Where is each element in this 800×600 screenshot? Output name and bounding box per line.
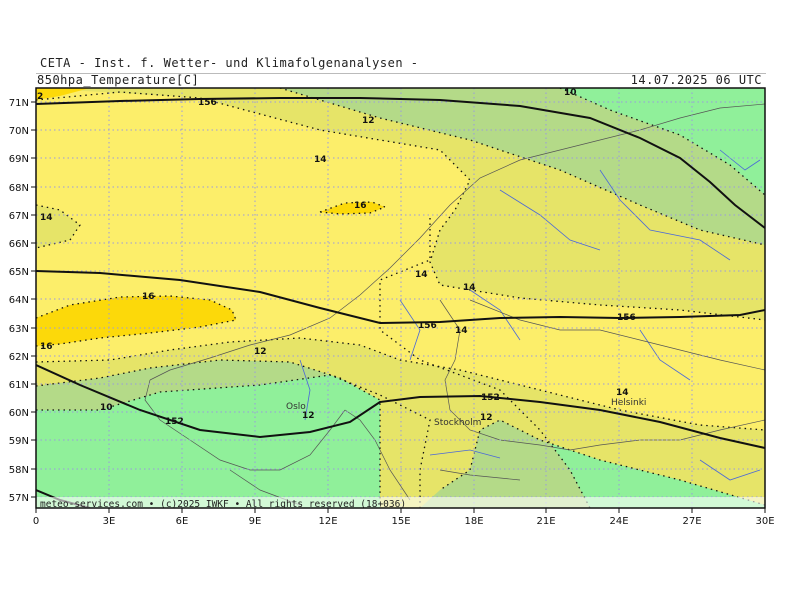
lat-label: 58N	[9, 465, 29, 476]
isotherm-label: 12	[480, 413, 493, 423]
isotherm-label: 14	[415, 270, 428, 280]
lon-label: 27E	[682, 516, 701, 527]
geopotential-label-group: 156 156 156 152 152	[165, 98, 636, 427]
isotherm-lines	[36, 88, 765, 508]
band-gt16-corner	[36, 88, 90, 100]
lat-label: 66N	[9, 239, 29, 250]
isotherm-label: 14	[455, 326, 468, 336]
corner-label: 2	[37, 92, 43, 102]
geopotential-label: 156	[617, 313, 636, 323]
lon-label: 30E	[755, 516, 774, 527]
lon-label: 21E	[536, 516, 555, 527]
city-labels: Oslo Stockholm Helsinki	[286, 398, 646, 428]
lon-label: 6E	[176, 516, 189, 527]
isotherm-label: 10	[100, 403, 113, 413]
isotherm-label: 14	[314, 155, 327, 165]
isotherm-label-group: 10 12 14 16 12 14 16 14 14 14 16 12 10 1…	[40, 88, 629, 423]
isotherm-label: 12	[362, 116, 375, 126]
rivers	[299, 149, 761, 481]
geopotential-label: 156	[418, 321, 437, 331]
city-helsinki: Helsinki	[611, 398, 646, 408]
geopotential-label: 156	[198, 98, 217, 108]
lat-label: 71N	[9, 98, 29, 109]
footer-strip	[36, 497, 765, 508]
lat-label: 57N	[9, 493, 29, 504]
lat-axis: 71N 70N 69N 68N 67N 66N 65N 64N 63N 62N …	[9, 98, 36, 504]
lon-axis: 0 3E 6E 9E 12E 15E 18E 21E 24E 27E 30E	[33, 508, 775, 527]
geopotential-label: 152	[481, 393, 500, 403]
isotherm-label: 14	[40, 213, 53, 223]
isotherm-label: 12	[302, 411, 315, 421]
city-stockholm: Stockholm	[434, 418, 481, 428]
isotherm-label: 10	[564, 88, 577, 98]
copyright-footer: meteo-services.com • (c)2025 IWKF • All …	[40, 499, 406, 510]
band-gt16-north	[320, 202, 385, 214]
lat-label: 69N	[9, 154, 29, 165]
band-14-16-west	[36, 205, 80, 248]
lon-label: 12E	[318, 516, 337, 527]
lat-label: 63N	[9, 324, 29, 335]
lon-label: 24E	[609, 516, 628, 527]
band-gt16-west	[36, 296, 236, 346]
map-plot-area: 10 12 14 16 12 14 16 14 14 14 16 12 10 1…	[36, 88, 765, 510]
valid-time: 14.07.2025 06 UTC	[630, 73, 762, 87]
lon-label: 9E	[249, 516, 262, 527]
lon-label: 15E	[391, 516, 410, 527]
isotherm-label: 16	[40, 342, 53, 352]
isotherm-label: 14	[616, 388, 629, 398]
lat-label: 61N	[9, 380, 29, 391]
org-title: CETA - Inst. f. Wetter- und Klimafolgena…	[40, 56, 419, 70]
lat-label: 59N	[9, 436, 29, 447]
isotherm-label: 16	[354, 201, 367, 211]
geopotential-label: 152	[165, 417, 184, 427]
lon-label: 0	[33, 516, 39, 527]
lat-label: 67N	[9, 211, 29, 222]
isotherm-label: 16	[142, 292, 155, 302]
lon-label: 3E	[103, 516, 116, 527]
lon-label: 18E	[464, 516, 483, 527]
lat-label: 70N	[9, 126, 29, 137]
lat-label: 62N	[9, 352, 29, 363]
lat-label: 64N	[9, 295, 29, 306]
isotherm-label: 12	[254, 347, 267, 357]
lat-label: 65N	[9, 267, 29, 278]
header-divider	[36, 73, 766, 74]
field-label: 850hpa_Temperature[C]	[37, 73, 200, 87]
city-oslo: Oslo	[286, 402, 306, 412]
lat-label: 60N	[9, 408, 29, 419]
isotherm-label: 14	[463, 283, 476, 293]
lat-label: 68N	[9, 183, 29, 194]
